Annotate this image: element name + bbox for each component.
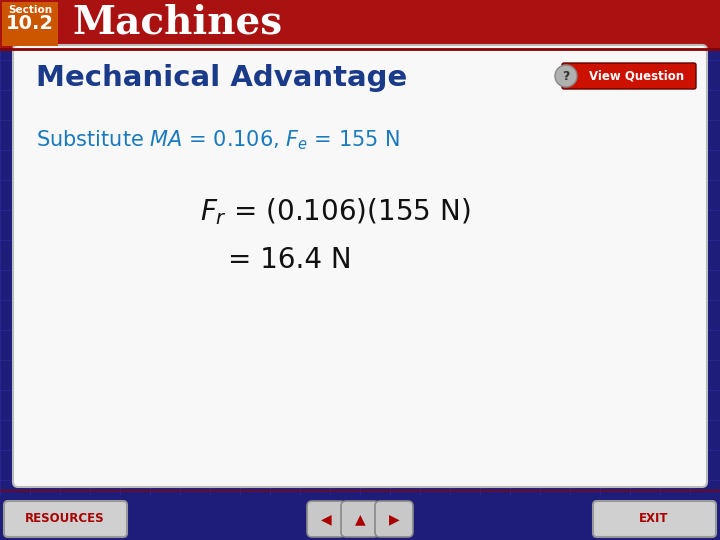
Text: ?: ?	[562, 70, 570, 83]
FancyBboxPatch shape	[593, 501, 716, 537]
FancyBboxPatch shape	[375, 501, 413, 537]
Text: Substitute $\it{MA}$ = 0.106, $\it{F}_e$ = 155 N: Substitute $\it{MA}$ = 0.106, $\it{F}_e$…	[36, 128, 400, 152]
FancyBboxPatch shape	[307, 501, 345, 537]
Text: RESOURCES: RESOURCES	[25, 512, 105, 525]
FancyBboxPatch shape	[2, 2, 58, 46]
FancyBboxPatch shape	[4, 501, 127, 537]
FancyBboxPatch shape	[0, 495, 720, 540]
FancyBboxPatch shape	[562, 63, 696, 89]
Circle shape	[555, 65, 577, 87]
Text: Mechanical Advantage: Mechanical Advantage	[36, 64, 408, 92]
Text: Machines: Machines	[72, 3, 282, 41]
Text: ◀: ◀	[320, 512, 331, 526]
FancyBboxPatch shape	[341, 501, 379, 537]
Text: ▲: ▲	[355, 512, 365, 526]
Text: ▶: ▶	[389, 512, 400, 526]
Text: 10.2: 10.2	[6, 14, 54, 33]
Text: EXIT: EXIT	[639, 512, 669, 525]
Text: = 16.4 N: = 16.4 N	[228, 246, 351, 274]
FancyBboxPatch shape	[13, 45, 707, 487]
Text: Section: Section	[8, 5, 52, 15]
Text: View Question: View Question	[590, 70, 685, 83]
Text: $\it{F}_r$ = (0.106)(155 N): $\it{F}_r$ = (0.106)(155 N)	[200, 197, 470, 227]
FancyBboxPatch shape	[0, 0, 720, 48]
